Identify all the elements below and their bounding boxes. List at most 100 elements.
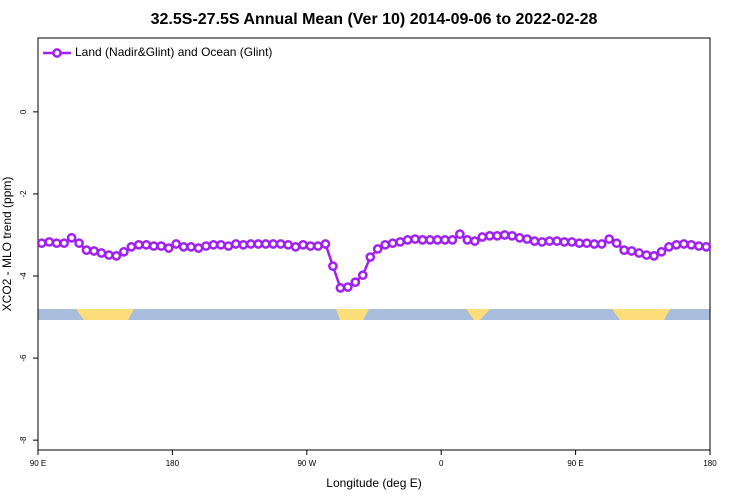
data-point <box>484 230 495 241</box>
land-band <box>76 309 134 320</box>
data-point <box>350 277 361 288</box>
data-point <box>679 239 689 249</box>
data-point <box>275 239 286 249</box>
y-axis-label: XCO2 - MLO trend (ppm) <box>0 177 14 312</box>
data-point <box>529 236 540 246</box>
data-point <box>544 236 555 246</box>
data-point <box>567 237 577 247</box>
data-point <box>671 239 682 250</box>
data-point <box>440 235 450 245</box>
data-point <box>238 239 249 250</box>
data-point <box>104 250 114 260</box>
data-point <box>357 270 368 281</box>
data-point <box>387 238 398 249</box>
data-point <box>574 238 585 249</box>
data-point <box>126 242 137 252</box>
y-tick-label: 0 <box>19 109 28 114</box>
x-tick-label: 90 W <box>297 459 316 468</box>
data-point <box>156 241 167 251</box>
data-point <box>81 245 92 256</box>
data-point <box>619 245 629 256</box>
data-point <box>686 239 697 250</box>
data-point <box>51 238 62 249</box>
data-point <box>537 237 547 247</box>
legend-label: Land (Nadir&Glint) and Ocean (Glint) <box>75 45 272 59</box>
x-tick-label: 90 E <box>567 459 583 468</box>
data-point <box>171 239 181 249</box>
data-point <box>410 234 420 244</box>
data-point <box>343 282 353 292</box>
data-point <box>395 237 405 247</box>
data-point <box>462 235 473 245</box>
data-point <box>626 246 637 256</box>
data-point <box>634 248 644 258</box>
data-point <box>604 234 615 244</box>
data-point <box>611 238 622 249</box>
x-tick-label: 180 <box>703 459 717 468</box>
data-point <box>305 241 316 251</box>
data-point <box>148 241 159 251</box>
data-point <box>522 234 532 244</box>
data-point <box>186 242 196 252</box>
data-point <box>447 235 458 245</box>
x-tick-label: 0 <box>439 459 444 468</box>
data-point <box>141 239 152 250</box>
y-tick-label: -8 <box>19 436 28 444</box>
data-point <box>499 230 510 240</box>
data-point <box>417 235 428 245</box>
data-point <box>201 241 211 251</box>
chart-title: 32.5S-27.5S Annual Mean (Ver 10) 2014-09… <box>151 11 598 28</box>
x-tick-label: 90 E <box>30 459 46 468</box>
data-point <box>596 239 607 249</box>
data-point <box>328 261 338 272</box>
data-point <box>649 251 659 261</box>
data-point <box>74 238 84 249</box>
data-point <box>216 239 226 250</box>
data-point <box>36 238 47 249</box>
data-point <box>492 230 503 241</box>
data-point <box>641 250 652 260</box>
land-band <box>612 309 670 320</box>
data-point <box>290 242 301 252</box>
data-point <box>59 238 69 249</box>
data-point <box>432 235 443 245</box>
data-point <box>469 236 480 246</box>
data-point <box>178 242 189 252</box>
legend-marker <box>52 48 62 58</box>
data-point <box>193 243 204 253</box>
data-point <box>298 239 308 250</box>
data-point <box>313 241 323 251</box>
data-point <box>402 235 413 245</box>
data-point <box>380 239 391 250</box>
x-axis-label: Longitude (deg E) <box>326 476 421 490</box>
x-tick-label: 180 <box>166 459 180 468</box>
data-point <box>455 229 465 240</box>
data-point <box>245 239 256 249</box>
data-point <box>96 248 107 258</box>
data-point <box>119 246 129 257</box>
data-point <box>581 238 592 249</box>
data-point <box>111 251 122 261</box>
data-point <box>268 239 279 249</box>
data-point <box>283 239 293 250</box>
y-tick-label: -4 <box>19 272 28 280</box>
land-ocean-band <box>38 309 710 320</box>
data-point <box>664 242 674 252</box>
data-point <box>320 239 331 249</box>
data-point <box>514 232 525 243</box>
data-point <box>372 244 383 254</box>
data-point <box>589 239 600 249</box>
data-point <box>208 239 219 250</box>
data-point <box>335 283 346 293</box>
land-band <box>336 309 369 320</box>
data-point <box>89 246 99 256</box>
y-tick-label: -6 <box>19 354 28 362</box>
data-point <box>223 241 234 251</box>
data-point <box>477 232 488 242</box>
ocean-band <box>38 309 710 320</box>
data-point <box>260 239 271 249</box>
data-point <box>365 252 376 262</box>
data-point <box>163 243 174 253</box>
